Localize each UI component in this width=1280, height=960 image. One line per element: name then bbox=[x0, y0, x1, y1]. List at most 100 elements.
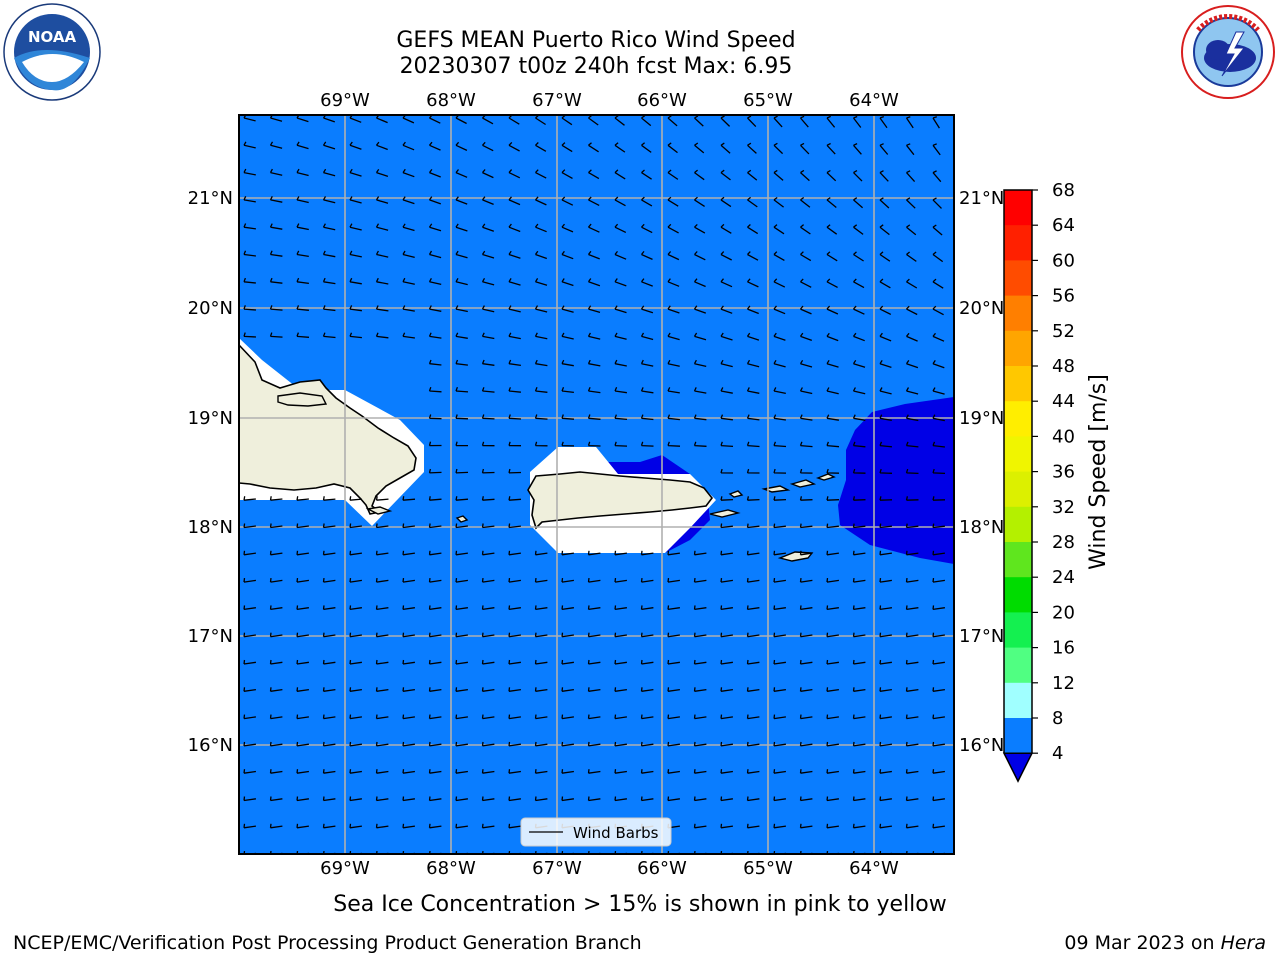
wind-barb bbox=[826, 359, 839, 368]
wind-barb bbox=[375, 687, 389, 692]
wind-barb bbox=[614, 796, 627, 802]
wind-barb bbox=[614, 441, 628, 447]
wind-barb bbox=[428, 441, 442, 447]
lat-label-left: 21°N bbox=[188, 188, 233, 209]
wind-barb bbox=[349, 823, 362, 829]
wind-barb bbox=[932, 441, 945, 448]
wind-barb bbox=[799, 741, 813, 747]
wind-barb bbox=[455, 496, 469, 501]
lat-label-left: 18°N bbox=[188, 517, 233, 538]
wind-barb bbox=[375, 578, 389, 583]
wind-barb bbox=[269, 659, 283, 665]
wind-barb bbox=[508, 250, 521, 259]
wind-barb bbox=[905, 823, 919, 829]
wind-barb bbox=[773, 169, 784, 181]
wind-barb bbox=[641, 169, 652, 180]
wind-barb bbox=[428, 687, 442, 692]
wind-barb bbox=[932, 251, 944, 263]
wind-barb bbox=[375, 168, 389, 178]
lon-label-top: 64°W bbox=[849, 90, 899, 111]
wind-barb bbox=[932, 414, 945, 422]
wind-barb bbox=[508, 441, 522, 447]
wind-barb bbox=[349, 523, 362, 529]
wind-barb bbox=[561, 632, 574, 638]
wind-barb bbox=[720, 441, 734, 448]
wind-barb bbox=[375, 796, 389, 802]
wind-barb bbox=[852, 605, 866, 611]
wind-barb bbox=[508, 632, 521, 638]
wind-barb bbox=[375, 714, 389, 720]
wind-barb bbox=[693, 359, 707, 368]
wind-barb bbox=[243, 196, 256, 203]
wind-barb bbox=[879, 578, 892, 583]
wind-barb bbox=[694, 142, 705, 154]
wind-barb bbox=[322, 823, 336, 829]
colorbar-under-triangle bbox=[1002, 752, 1034, 783]
wind-barb bbox=[799, 796, 813, 802]
wind-barb bbox=[746, 605, 760, 611]
wind-barb bbox=[879, 115, 888, 129]
wind-barb bbox=[535, 142, 547, 152]
wind-barb bbox=[455, 578, 468, 583]
wind-barb bbox=[640, 578, 654, 583]
wind-barb bbox=[322, 332, 336, 339]
wind-barb bbox=[640, 550, 654, 556]
colorbar-band bbox=[1004, 471, 1032, 508]
colorbar-tick-label: 56 bbox=[1052, 286, 1075, 307]
wind-barb bbox=[932, 578, 945, 583]
wind-barb bbox=[375, 141, 388, 151]
wind-barb bbox=[455, 359, 468, 366]
wind-barb bbox=[508, 687, 521, 692]
wind-barb bbox=[905, 496, 919, 501]
wind-barb bbox=[349, 277, 362, 285]
wind-barb bbox=[826, 278, 838, 288]
wind-barb bbox=[746, 687, 760, 692]
wind-barb bbox=[800, 251, 812, 262]
wind-barb bbox=[773, 142, 784, 155]
wind-barb bbox=[561, 305, 574, 313]
wind-barb bbox=[402, 332, 415, 339]
wind-barb bbox=[852, 387, 866, 395]
wind-barb bbox=[481, 332, 495, 340]
wind-barb bbox=[349, 741, 362, 747]
wind-barb bbox=[826, 496, 840, 501]
wind-barb bbox=[694, 223, 706, 234]
wind-barb bbox=[640, 687, 654, 692]
wind-barb bbox=[640, 796, 654, 802]
wind-barb bbox=[773, 714, 786, 720]
island-tortuga bbox=[277, 392, 328, 407]
wind-barb bbox=[269, 141, 283, 149]
wind-barb bbox=[906, 224, 917, 236]
wind-barb bbox=[508, 468, 522, 474]
wind-barb bbox=[614, 414, 628, 421]
wind-barb bbox=[773, 468, 787, 474]
wind-barb bbox=[932, 769, 945, 774]
wind-barb bbox=[932, 496, 946, 501]
wind-barb bbox=[693, 823, 707, 829]
colorbar-band bbox=[1004, 718, 1032, 754]
wind-barb bbox=[349, 796, 362, 802]
wind-barb bbox=[428, 550, 442, 556]
lat-label-left: 19°N bbox=[188, 408, 233, 429]
wind-barb bbox=[693, 632, 707, 638]
wind-barb bbox=[799, 332, 813, 342]
wind-barb bbox=[614, 169, 626, 180]
wind-barb bbox=[428, 305, 442, 312]
wind-barb bbox=[720, 605, 733, 611]
wind-barb bbox=[746, 659, 760, 665]
wind-barb bbox=[534, 359, 548, 367]
wind-barb bbox=[402, 550, 415, 556]
wind-barb bbox=[508, 578, 521, 583]
wind-barb bbox=[720, 169, 731, 181]
wind-barb bbox=[322, 277, 336, 285]
wind-barb bbox=[720, 796, 733, 802]
wind-barb bbox=[799, 496, 813, 501]
wind-barb bbox=[773, 305, 786, 315]
wind-barb bbox=[800, 115, 809, 128]
wind-barb bbox=[481, 523, 495, 529]
wind-barb bbox=[375, 823, 389, 829]
wind-barb bbox=[534, 441, 548, 447]
wind-barb bbox=[269, 168, 283, 176]
wind-barb bbox=[826, 769, 839, 774]
wind-barb bbox=[455, 468, 469, 474]
